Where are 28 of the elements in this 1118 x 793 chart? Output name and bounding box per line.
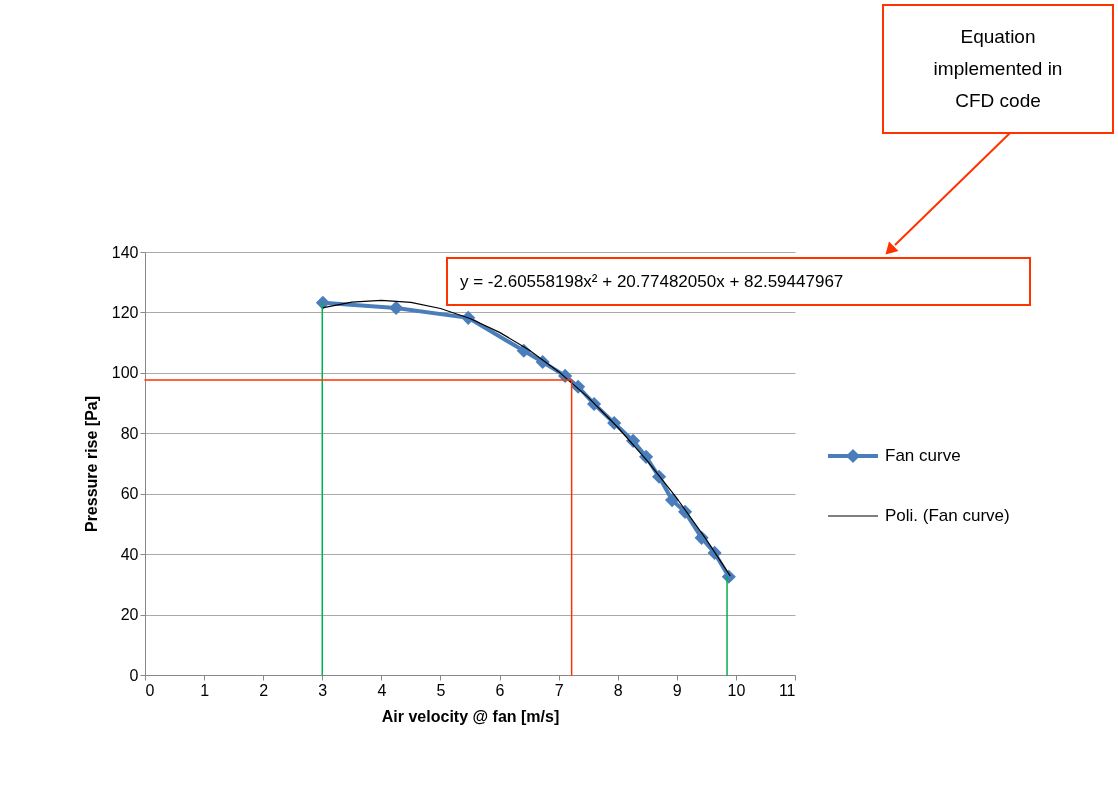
x-tick-label: 4 [377,681,387,699]
legend-label: Poli. (Fan curve) [885,506,1010,525]
x-tick-label: 1 [200,681,210,699]
point [389,300,404,315]
point [665,492,680,508]
y-tick-label: 140 [111,243,139,261]
x-tick-label: 7 [554,681,564,699]
x-tick-label: 3 [318,681,328,699]
y-tick-label: 80 [120,424,139,442]
y-tick-label: 0 [129,666,139,684]
x-tick-label: 10 [727,681,746,699]
x-tick-label: 8 [613,681,623,699]
y-tick-label: 40 [120,545,139,563]
x-tick-label: 9 [672,681,682,699]
annotation: y = -2.60558198x² + 20.77482050x + 82.59447967 [460,271,844,291]
y-tick-label: 100 [111,364,139,382]
x-tick-label: 11 [778,681,796,699]
y-tick-label: 120 [111,303,139,321]
legend-label: Fan curve [885,446,961,465]
y-axis-title: Pressure rise [Pa] [82,395,100,533]
x-tick-label: 0 [145,681,155,699]
text: Equation implemented in CFD code [933,25,1063,112]
y-tick-label: 60 [120,485,139,503]
x-tick-label: 2 [259,681,269,699]
y-tick-label: 20 [120,606,139,624]
x-axis-title: Air velocity @ fan [m/s] [381,707,560,725]
x-tick-label: 5 [436,681,446,699]
x-tick-label: 6 [495,681,505,699]
